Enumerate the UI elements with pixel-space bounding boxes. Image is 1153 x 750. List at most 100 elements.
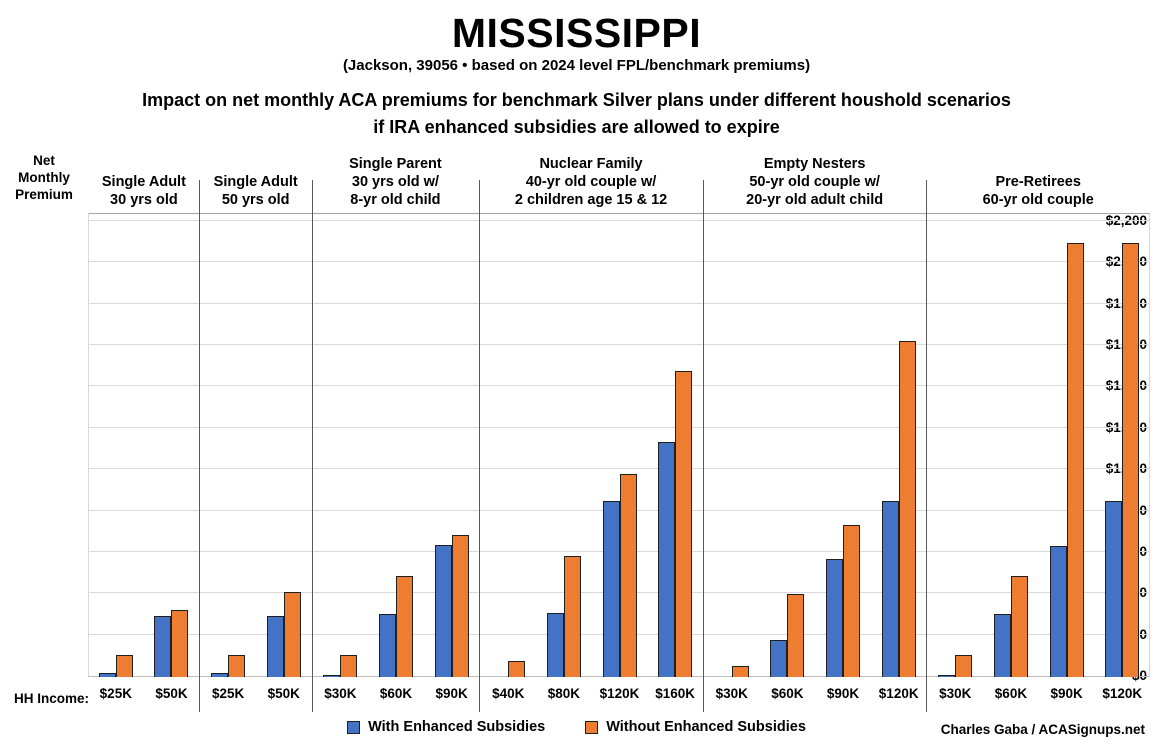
income-label: $60K — [379, 686, 413, 701]
bar-without-enhanced-subsidies — [1066, 243, 1084, 677]
bar-without-enhanced-subsidies — [451, 535, 469, 677]
bar-with-enhanced-subsidies — [323, 675, 341, 677]
group-header-line: 30 yrs old — [110, 192, 178, 208]
chart-title: MISSISSIPPI — [451, 10, 702, 56]
legend-label-with-enhanced-subsidies: With Enhanced Subsidies — [368, 719, 546, 735]
income-label: $60K — [994, 686, 1028, 701]
bar-with-enhanced-subsidies — [1049, 546, 1067, 677]
group-column: $25K $50K — [200, 180, 313, 712]
group-column: $25K $50K — [88, 180, 201, 712]
group-header-line: 60-yr old couple — [982, 192, 1094, 208]
income-label: $50K — [267, 686, 300, 701]
group-columns: $25K $50K $25K $50K $30K $60K $90K $40K $80K $120… — [88, 180, 1150, 712]
bar-without-enhanced-subsidies — [1122, 243, 1140, 677]
group-header-line: Nuclear Family — [539, 156, 643, 172]
bar-without-enhanced-subsidies — [283, 592, 301, 677]
group-header-line: 8-yr old child — [350, 192, 441, 208]
bar-with-enhanced-subsidies — [826, 559, 844, 677]
income-label: $90K — [1050, 686, 1083, 701]
gridline — [89, 426, 1149, 428]
bar-with-enhanced-subsidies — [993, 614, 1011, 677]
group-header: Single Adult 50 yrs old — [214, 173, 298, 209]
income-label: $30K — [939, 686, 972, 701]
income-label: $25K — [211, 686, 245, 701]
income-label: $40K — [492, 686, 525, 701]
income-label: $60K — [771, 686, 804, 701]
group-header-line: Empty Nesters — [763, 156, 866, 172]
legend-swatch-orange — [585, 720, 599, 734]
bar-with-enhanced-subsidies — [266, 616, 284, 677]
group-header-line: Single Parent — [349, 156, 442, 172]
bar-without-enhanced-subsidies — [731, 666, 749, 677]
bar-with-enhanced-subsidies — [211, 673, 229, 677]
bar-without-enhanced-subsidies — [228, 655, 246, 677]
group-header-line: 20-yr old adult child — [746, 192, 884, 208]
group-header: Single Parent 30 yrs old w/8-yr old child — [349, 155, 442, 209]
gridline — [89, 385, 1149, 387]
chart-description-line-2: if IRA enhanced subsidies are allowed to… — [373, 117, 780, 137]
bar-without-enhanced-subsidies — [843, 525, 861, 677]
group-header: Empty Nesters 50-yr old couple w/20-yr ol… — [746, 155, 883, 209]
bar-without-enhanced-subsidies — [171, 610, 189, 677]
bar-with-enhanced-subsidies — [546, 613, 564, 677]
group-column: $30K $60K $90K $120K — [704, 180, 928, 712]
group-header-line: Pre-Retirees — [995, 174, 1081, 190]
y-axis-title-line: Monthly — [18, 170, 70, 185]
income-label: $120K — [878, 686, 919, 701]
y-axis-title-line: Net — [33, 153, 55, 168]
bar-without-enhanced-subsidies — [1010, 576, 1028, 677]
bar-without-enhanced-subsidies — [619, 474, 637, 677]
income-label: $25K — [99, 686, 132, 701]
bar-without-enhanced-subsidies — [563, 556, 581, 677]
bar-without-enhanced-subsidies — [787, 594, 805, 677]
gridline — [89, 302, 1149, 304]
bar-with-enhanced-subsidies — [434, 545, 452, 677]
y-axis-title-line: Premium — [15, 187, 73, 202]
group-header-line: 50-yr old couple w/ — [749, 174, 880, 190]
bar-with-enhanced-subsidies — [154, 616, 172, 677]
income-label: $90K — [826, 686, 860, 701]
credit: Charles Gaba / ACASignups.net — [940, 722, 1145, 737]
bar-with-enhanced-subsidies — [881, 501, 899, 677]
income-label: $50K — [155, 686, 188, 701]
group-column: $30K $60K $90K $120K — [927, 180, 1150, 712]
chart-description: Impact on net monthly ACA premiums for b… — [0, 87, 1153, 141]
bar-without-enhanced-subsidies — [395, 576, 413, 677]
legend: With Enhanced Subsidies Without Enhanced… — [0, 719, 1153, 735]
y-axis-title: Net Monthly Premium — [0, 152, 88, 203]
income-label: $30K — [715, 686, 748, 701]
legend-swatch-blue — [347, 720, 361, 734]
bar-with-enhanced-subsidies — [770, 640, 788, 677]
bar-without-enhanced-subsidies — [340, 655, 358, 677]
group-header: Pre-Retirees 60-yr old couple — [983, 173, 1094, 209]
group-header: Single Adult 30 yrs old — [102, 173, 186, 209]
bar-with-enhanced-subsidies — [602, 501, 620, 677]
bar-with-enhanced-subsidies — [658, 442, 676, 677]
legend-label-without-enhanced-subsidies: Without Enhanced Subsidies — [606, 719, 806, 735]
gridline — [89, 220, 1149, 221]
gridline — [89, 261, 1149, 263]
bar-with-enhanced-subsidies — [938, 675, 956, 677]
bar-without-enhanced-subsidies — [115, 655, 133, 677]
gridline — [89, 344, 1149, 346]
group-header-line: Single Adult — [101, 174, 186, 190]
group-header-line: Single Adult — [213, 174, 298, 190]
bar-without-enhanced-subsidies — [675, 371, 693, 677]
income-label: $90K — [435, 686, 468, 701]
bar-with-enhanced-subsidies — [378, 614, 396, 677]
chart-description-line-1: Impact on net monthly ACA premiums for b… — [142, 90, 1011, 110]
bar-with-enhanced-subsidies — [98, 673, 116, 677]
income-label: $120K — [599, 686, 640, 701]
group-column: $40K $80K $120K $160K — [480, 180, 704, 712]
group-header-line: 2 children age 15 & 12 — [514, 192, 668, 208]
group-header-line: 50 yrs old — [221, 192, 290, 208]
chart-subtitle: (Jackson, 39056 • based on 2024 level FP… — [342, 57, 811, 74]
bar-with-enhanced-subsidies — [1105, 501, 1123, 677]
gridline — [89, 468, 1149, 470]
x-axis-title: HH Income: — [14, 691, 90, 706]
group-header: Nuclear Family 40-yr old couple w/2 child… — [515, 155, 667, 209]
bar-without-enhanced-subsidies — [898, 341, 916, 677]
income-label: $80K — [547, 686, 581, 701]
group-column: $30K $60K $90K — [313, 180, 481, 712]
